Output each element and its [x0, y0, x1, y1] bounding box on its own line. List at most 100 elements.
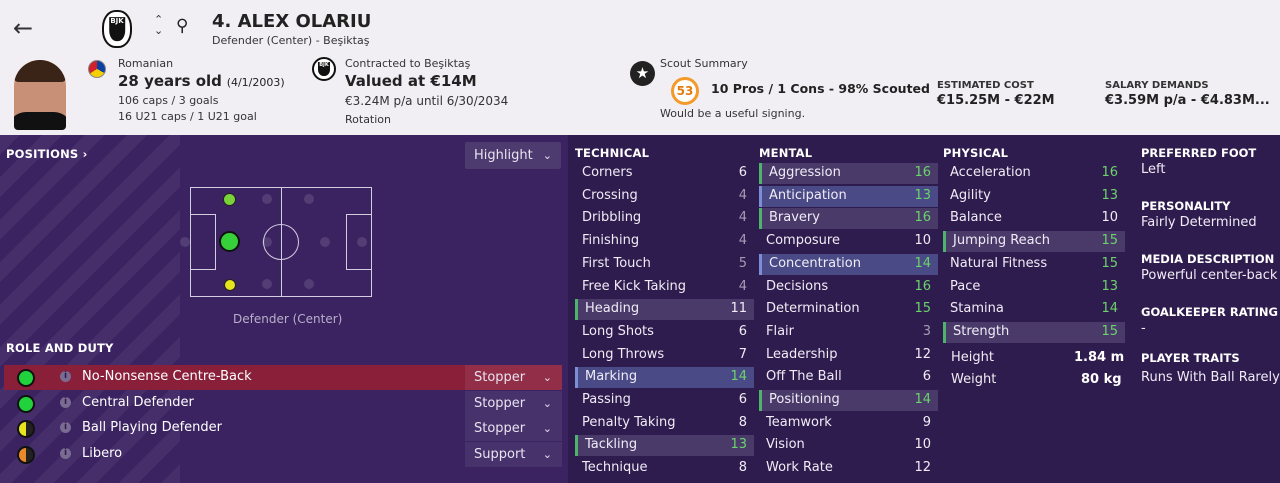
attribute-value: 6: [738, 323, 747, 339]
attribute-row-free-kick-taking[interactable]: Free Kick Taking 4: [575, 277, 754, 298]
pitch-position-label: Defender (Center): [233, 312, 343, 326]
position-dot-dr: [224, 279, 236, 291]
attribute-name: Anticipation: [769, 187, 847, 203]
attribute-name: Jumping Reach: [953, 233, 1051, 249]
attribute-row-agility[interactable]: Agility 13: [943, 186, 1125, 207]
role-row[interactable]: i Libero Support ⌄: [4, 442, 562, 467]
attribute-row-vision[interactable]: Vision 10: [759, 435, 938, 456]
player-dob: (4/1/2003): [226, 76, 285, 89]
attribute-row-teamwork[interactable]: Teamwork 9: [759, 413, 938, 434]
attribute-value: 16: [914, 210, 931, 226]
attribute-row-flair[interactable]: Flair 3: [759, 322, 938, 343]
attribute-row-crossing[interactable]: Crossing 4: [575, 186, 754, 207]
attribute-row-long-shots[interactable]: Long Shots 6: [575, 322, 754, 343]
attribute-row-stamina[interactable]: Stamina 14: [943, 299, 1125, 320]
chevron-down-icon: ⌄: [542, 371, 552, 384]
attribute-row-acceleration[interactable]: Acceleration 16: [943, 163, 1125, 184]
player-age: 28 years old: [118, 72, 222, 90]
highlight-dropdown[interactable]: Highlight ⌄: [465, 142, 561, 169]
attribute-row-corners[interactable]: Corners 6: [575, 163, 754, 184]
attribute-name: Penalty Taking: [582, 414, 676, 430]
attribute-row-pace[interactable]: Pace 13: [943, 277, 1125, 298]
preferred-foot-value: Left: [1141, 162, 1166, 177]
club-crest-icon[interactable]: BJK: [102, 10, 132, 48]
info-icon[interactable]: i: [60, 448, 71, 459]
attribute-value: 14: [914, 392, 931, 407]
attribute-row-marking[interactable]: Marking 14: [575, 367, 754, 389]
attribute-row-finishing[interactable]: Finishing 4: [575, 231, 754, 252]
duty-dropdown[interactable]: Stopper ⌄: [465, 416, 562, 441]
attribute-value: 8: [738, 414, 747, 430]
scout-rating-badge[interactable]: 53: [671, 77, 699, 105]
role-row[interactable]: i Central Defender Stopper ⌄: [4, 391, 562, 416]
goalkeeper-rating-value: -: [1141, 321, 1146, 336]
attribute-row-passing[interactable]: Passing 6: [575, 390, 754, 411]
attribute-row-heading[interactable]: Heading 11: [575, 299, 754, 321]
attribute-row-decisions[interactable]: Decisions 16: [759, 277, 938, 298]
attribute-row-off-the-ball[interactable]: Off The Ball 6: [759, 367, 938, 388]
height-value: 1.84 m: [1074, 350, 1125, 365]
positions-panel: [0, 135, 568, 483]
attribute-row-balance[interactable]: Balance 10: [943, 208, 1125, 229]
weight-label: Weight: [951, 372, 997, 387]
media-description-value: Powerful center-back: [1141, 268, 1278, 283]
duty-dropdown[interactable]: Support ⌄: [465, 442, 562, 467]
attribute-row-concentration[interactable]: Concentration 14: [759, 253, 938, 275]
attribute-value: 16: [914, 278, 931, 294]
attribute-name: Acceleration: [950, 165, 1031, 180]
attribute-row-bravery[interactable]: Bravery 16: [759, 208, 938, 230]
role-suitability-icon: [17, 446, 35, 464]
player-traits-value[interactable]: Runs With Ball Rarely: [1141, 370, 1280, 385]
attribute-row-positioning[interactable]: Positioning 14: [759, 390, 938, 411]
attribute-row-dribbling[interactable]: Dribbling 4: [575, 208, 754, 229]
attribute-value: 4: [738, 187, 747, 203]
attribute-name: Aggression: [769, 165, 841, 180]
attribute-name: Dribbling: [582, 210, 642, 226]
attribute-row-leadership[interactable]: Leadership 12: [759, 345, 938, 366]
info-icon[interactable]: i: [60, 397, 71, 408]
attribute-row-natural-fitness[interactable]: Natural Fitness 15: [943, 254, 1125, 275]
role-row[interactable]: i Ball Playing Defender Stopper ⌄: [4, 416, 562, 441]
player-avatar: [14, 60, 66, 130]
attribute-row-long-throws[interactable]: Long Throws 7: [575, 345, 754, 366]
attribute-value: 13: [1101, 278, 1118, 294]
attribute-row-technique[interactable]: Technique 8: [575, 458, 754, 479]
attribute-row-penalty-taking[interactable]: Penalty Taking 8: [575, 413, 754, 434]
attribute-name: Decisions: [766, 278, 829, 294]
attribute-row-first-touch[interactable]: First Touch 5: [575, 254, 754, 275]
player-subtitle: Defender (Center) - Beşiktaş: [212, 34, 370, 47]
attribute-row-aggression[interactable]: Aggression 16: [759, 163, 938, 184]
attribute-name: Vision: [766, 437, 805, 453]
attribute-name: Pace: [950, 278, 981, 294]
positions-heading[interactable]: POSITIONS ›: [6, 147, 88, 161]
nation-flag-icon[interactable]: [88, 60, 106, 78]
search-icon[interactable]: ⚲: [176, 16, 189, 36]
role-suitability-icon: [17, 395, 35, 413]
attribute-row-strength[interactable]: Strength 15: [943, 321, 1125, 343]
attribute-row-composure[interactable]: Composure 10: [759, 231, 938, 252]
attribute-value: 12: [914, 346, 931, 362]
attribute-row-tackling[interactable]: Tackling 13: [575, 435, 754, 457]
info-icon[interactable]: i: [60, 371, 71, 382]
player-wage: €3.24M p/a until 6/30/2034: [345, 94, 509, 108]
chevron-down-icon: ⌄: [542, 397, 552, 410]
duty-dropdown[interactable]: Stopper ⌄: [465, 365, 562, 390]
attribute-row-determination[interactable]: Determination 15: [759, 299, 938, 320]
scout-pros-cons[interactable]: 10 Pros / 1 Cons - 98% Scouted: [711, 81, 930, 96]
attribute-name: Tackling: [585, 437, 638, 453]
attribute-row-jumping-reach[interactable]: Jumping Reach 15: [943, 231, 1125, 253]
attribute-name: Bravery: [769, 210, 820, 226]
attribute-value: 12: [914, 460, 931, 476]
attribute-value: 11: [730, 301, 747, 317]
role-row[interactable]: i No-Nonsense Centre-Back Stopper ⌄: [4, 365, 562, 390]
sort-arrows-icon[interactable]: ⌃ ⌄: [154, 13, 164, 37]
attribute-row-work-rate[interactable]: Work Rate 12: [759, 458, 938, 479]
nationality[interactable]: Romanian: [118, 57, 174, 70]
position-dot-dl: [223, 193, 236, 206]
attribute-row-anticipation[interactable]: Anticipation 13: [759, 185, 938, 207]
info-icon[interactable]: i: [60, 422, 71, 433]
back-arrow-icon[interactable]: ←: [12, 14, 34, 42]
attribute-name: Off The Ball: [766, 369, 842, 385]
duty-dropdown[interactable]: Stopper ⌄: [465, 391, 562, 416]
attribute-value: 14: [1101, 301, 1118, 317]
